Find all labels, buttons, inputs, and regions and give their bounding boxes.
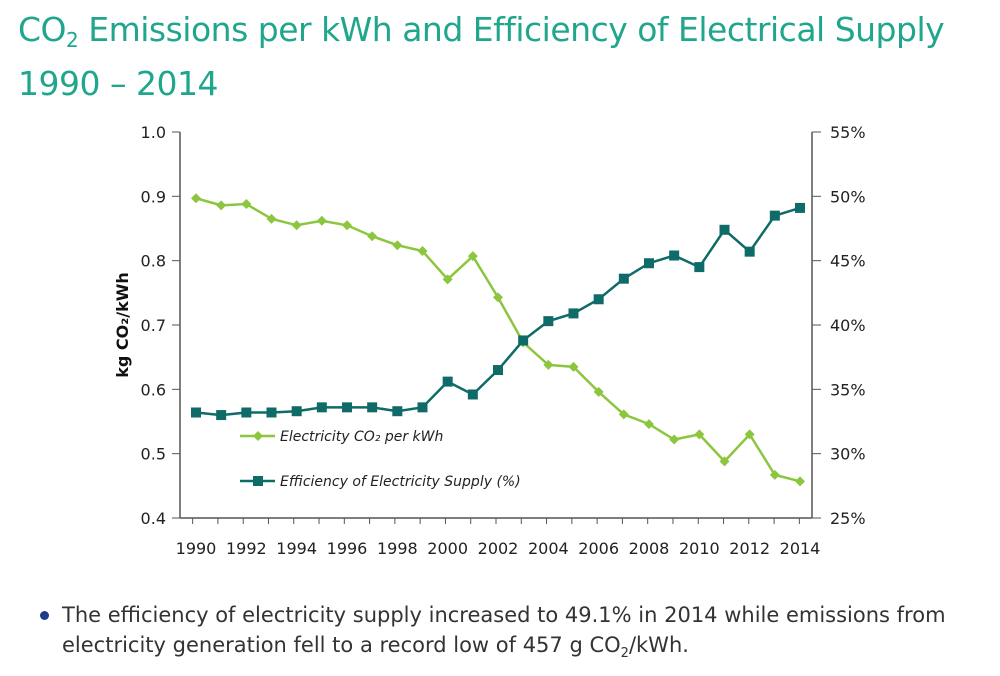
x-tick-label: 2000 [427, 539, 468, 558]
y-tick-label: 0.9 [141, 187, 166, 206]
x-tick-label: 2006 [578, 539, 619, 558]
y-tick-label: 0.5 [141, 445, 166, 464]
data-point-diamond [392, 240, 403, 251]
data-point-square [795, 202, 805, 213]
y-tick-label: 1.0 [141, 123, 166, 142]
legend-label: Efficiency of Electricity Supply (%) [280, 474, 521, 490]
x-tick-label: 1994 [276, 539, 317, 558]
title-years: 1990 – 2014 [18, 64, 218, 103]
bullet-icon [40, 611, 49, 620]
data-point-square [291, 406, 302, 417]
legend-diamond-icon [253, 431, 263, 441]
data-point-square [719, 224, 730, 235]
data-point-square [417, 402, 428, 413]
y-tick-label: 0.8 [141, 252, 166, 271]
data-point-square [467, 389, 478, 400]
data-point-diamond [291, 220, 302, 231]
data-point-square [191, 407, 201, 418]
x-tick-label: 2010 [679, 539, 720, 558]
data-point-square [316, 402, 327, 413]
series-line-1 [195, 206, 801, 417]
y2-tick-label: 25% [830, 509, 866, 528]
data-point-diamond [744, 429, 755, 440]
data-point-square [367, 402, 378, 413]
data-point-diamond [241, 199, 252, 210]
legend-label: Electricity CO₂ per kWh [280, 429, 443, 445]
y2-tick-label: 55% [830, 123, 866, 142]
data-point-square [442, 376, 453, 387]
data-point-square [241, 407, 252, 418]
data-point-diamond [719, 456, 730, 467]
data-point-square [644, 258, 654, 269]
data-point-diamond [467, 251, 478, 262]
x-tick-label: 2014 [780, 539, 821, 558]
x-tick-label: 2008 [629, 539, 670, 558]
data-point-square [216, 410, 227, 421]
y2-tick-label: 45% [830, 252, 866, 271]
data-point-square [493, 365, 503, 376]
x-tick-label: 2012 [729, 539, 770, 558]
data-point-diamond [769, 469, 780, 480]
data-point-diamond [342, 220, 352, 231]
data-point-square [669, 250, 680, 261]
data-point-square [518, 335, 529, 346]
data-point-square [744, 246, 755, 257]
y2-tick-label: 35% [830, 380, 866, 399]
data-point-square [392, 406, 403, 417]
data-point-square [618, 273, 629, 284]
page-title: CO2 Emissions per kWh and Efficiency of … [18, 8, 945, 106]
x-tick-label: 2002 [478, 539, 519, 558]
bullet-text: The efficiency of electricity supply inc… [62, 603, 946, 657]
data-point-square [543, 316, 554, 327]
title-subscript: 2 [66, 28, 79, 52]
data-point-diamond [493, 292, 503, 303]
data-point-diamond [417, 246, 428, 257]
y2-tick-label: 50% [830, 187, 866, 206]
data-point-diamond [442, 274, 453, 285]
y2-tick-label: 40% [830, 316, 866, 335]
data-point-square [694, 262, 705, 273]
x-tick-label: 1996 [327, 539, 368, 558]
summary-bullet: The efficiency of electricity supply inc… [40, 600, 1000, 669]
data-point-square [342, 402, 352, 413]
data-point-diamond [543, 359, 554, 370]
bullet-text-end: /kWh. [628, 633, 689, 657]
x-tick-label: 1992 [226, 539, 267, 558]
data-point-diamond [316, 215, 327, 226]
data-point-diamond [694, 429, 705, 440]
line-chart: 1.0 0.9 0.8 0.7 0.6 0.5 0.4 55% 50% 45% 40% 35% 30% 2… [113, 123, 866, 558]
title-text-rest: Emissions per kWh and Efficiency of Elec… [78, 10, 945, 49]
data-point-diamond [568, 361, 579, 372]
data-point-square [593, 294, 604, 305]
data-point-diamond [191, 193, 201, 204]
y2-tick-label: 30% [830, 445, 866, 464]
y-tick-label: 0.6 [141, 380, 166, 399]
data-point-diamond [618, 409, 629, 420]
title-text: CO [18, 10, 67, 49]
x-tick-label: 1990 [176, 539, 217, 558]
y-tick-label: 0.7 [141, 316, 166, 335]
data-point-diamond [367, 231, 378, 242]
data-point-square [769, 210, 780, 221]
bullet-subscript: 2 [620, 646, 629, 662]
x-tick-label: 1998 [377, 539, 418, 558]
data-point-square [266, 407, 277, 418]
y-tick-label: 0.4 [141, 509, 166, 528]
legend-square-icon [253, 476, 263, 486]
data-point-diamond [266, 213, 277, 224]
data-point-diamond [795, 476, 805, 487]
data-point-diamond [216, 200, 227, 211]
data-point-square [568, 308, 579, 319]
y-axis-label: kg CO₂/kWh [113, 272, 132, 378]
data-point-diamond [669, 434, 680, 445]
x-tick-label: 2004 [528, 539, 569, 558]
data-point-diamond [593, 386, 604, 397]
data-point-diamond [644, 419, 654, 430]
